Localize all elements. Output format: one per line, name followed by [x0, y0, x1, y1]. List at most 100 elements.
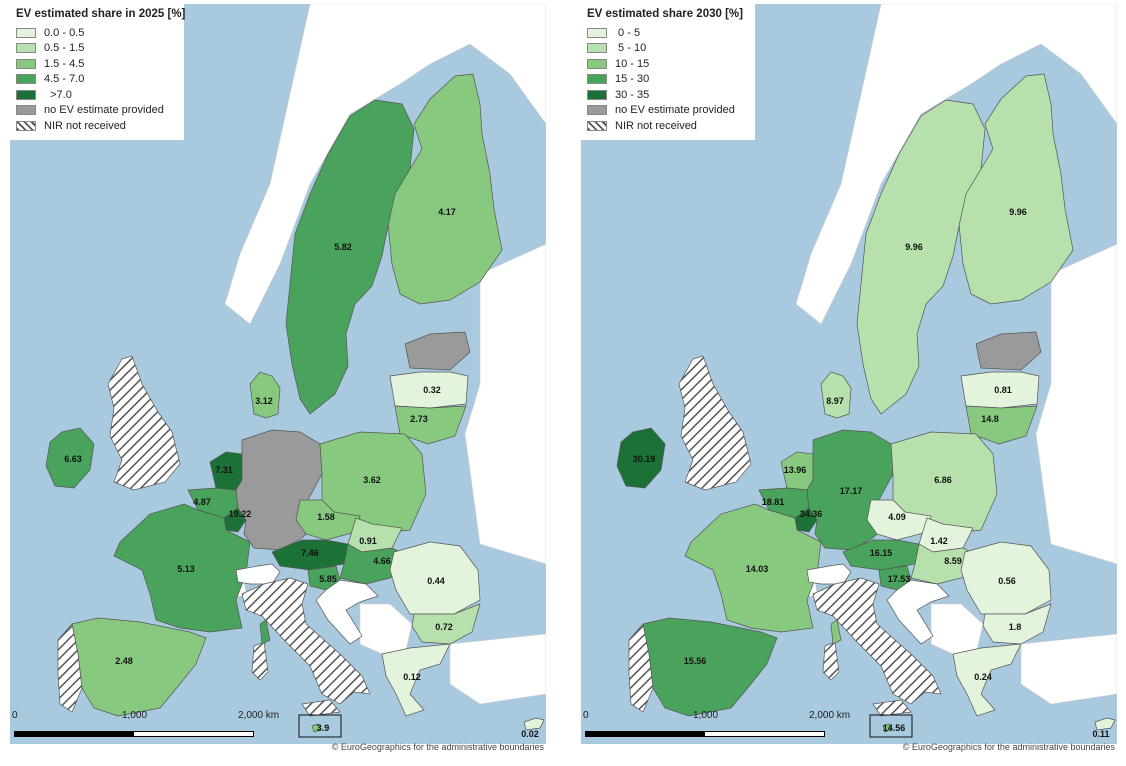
- scale-label-0: 0: [583, 710, 589, 721]
- region-label-greece: 0.24: [974, 672, 992, 682]
- region-sicily: [301, 699, 341, 717]
- region-label-slovenia: 5.85: [319, 574, 337, 584]
- region-ireland: [45, 427, 95, 489]
- region-label-netherlands: 13.96: [784, 465, 807, 475]
- legend-label: >7.0: [44, 88, 72, 101]
- legend-label: 0.5 - 1.5: [44, 42, 85, 55]
- region-italy: [812, 577, 942, 705]
- region-label-france: 14.03: [746, 564, 769, 574]
- region-united-kingdom: [678, 355, 752, 491]
- region-france: [113, 503, 251, 633]
- legend-swatch: [587, 74, 607, 85]
- legend-items: 0.0 - 0.5 0.5 - 1.5 1.5 - 4.5 4.5 - 7.0 >7.…: [16, 25, 178, 134]
- region-sicily: [872, 699, 912, 717]
- scale-bar-graphic: [585, 731, 825, 737]
- region-denmark: [249, 371, 281, 419]
- legend-swatch: [16, 105, 36, 116]
- region-finland: [958, 73, 1074, 305]
- legend-swatch: [587, 27, 607, 38]
- map-legend: EV estimated share 2030 [%] 0 - 5 5 - 10…: [581, 4, 755, 140]
- region-label-poland: 3.62: [363, 475, 381, 485]
- scale-bar: 0 1,000 2,000 km: [10, 710, 310, 740]
- context-land-0: [224, 4, 546, 325]
- region-label-france: 5.13: [177, 564, 195, 574]
- region-united-kingdom: [107, 355, 181, 491]
- scale-label-1000: 1,000: [693, 710, 719, 721]
- legend-label: 30 - 35: [615, 88, 650, 101]
- legend-swatch: [587, 89, 607, 100]
- legend-item: 10 - 15: [587, 56, 749, 72]
- scale-label-0: 0: [12, 710, 18, 721]
- region-france: [684, 503, 822, 633]
- region-sweden: [285, 99, 415, 415]
- region-corsica: [259, 619, 271, 645]
- region-estonia: [404, 331, 471, 371]
- region-label-lithuania: 14.8: [981, 414, 999, 424]
- region-poland: [319, 431, 427, 535]
- legend-swatch: [587, 58, 607, 69]
- region-label-belgium: 18.81: [762, 497, 785, 507]
- map-panel-2025: 4.17 5.82 0.32 2.73 3.12 6.63 7.31 4.87 19.22 3.6…: [10, 4, 546, 752]
- legend-title: EV estimated share 2030 [%]: [587, 8, 743, 20]
- region-label-romania: 0.56: [998, 576, 1016, 586]
- region-label-czechia: 4.09: [888, 512, 906, 522]
- region-greece: [952, 643, 1022, 717]
- region-malta: [311, 723, 321, 733]
- legend-item: 0.5 - 1.5: [16, 41, 178, 57]
- legend-swatch: [16, 74, 36, 85]
- region-label-sweden: 5.82: [334, 242, 352, 252]
- region-switzerland: [235, 563, 281, 585]
- region-corsica: [830, 619, 842, 645]
- legend-swatch: [16, 27, 36, 38]
- region-romania: [389, 541, 481, 615]
- legend-label: 5 - 10: [615, 42, 647, 55]
- legend-label: 0 - 5: [615, 26, 641, 39]
- legend-swatch: [16, 58, 36, 69]
- region-poland: [890, 431, 998, 535]
- region-italy: [241, 577, 371, 705]
- region-label-luxembourg: 19.22: [229, 509, 252, 519]
- region-label-finland: 4.17: [438, 207, 456, 217]
- scale-label-1000: 1,000: [122, 710, 148, 721]
- legend-item: 0 - 5: [587, 25, 749, 41]
- region-sweden: [856, 99, 986, 415]
- region-switzerland: [806, 563, 852, 585]
- region-label-slovenia: 17.53: [888, 574, 911, 584]
- legend-swatch: [587, 43, 607, 54]
- legend-title: EV estimated share in 2025 [%]: [16, 8, 186, 20]
- region-croatia: [315, 579, 379, 645]
- region-greece: [381, 643, 451, 717]
- legend-item: 5 - 10: [587, 41, 749, 57]
- region-portugal: [628, 623, 654, 713]
- region-cyprus: [523, 717, 545, 731]
- region-label-latvia: 0.32: [423, 385, 441, 395]
- legend-swatch-hatched: [16, 120, 36, 131]
- region-label-finland: 9.96: [1009, 207, 1027, 217]
- region-label-bulgaria: 0.72: [435, 622, 453, 632]
- malta-inset-box: [298, 714, 342, 738]
- region-ireland: [616, 427, 666, 489]
- region-label-denmark: 3.12: [255, 396, 273, 406]
- legend-label: no EV estimate provided: [615, 104, 735, 117]
- region-label-romania: 0.44: [427, 576, 445, 586]
- region-denmark: [820, 371, 852, 419]
- legend-item: NIR not received: [587, 118, 749, 134]
- region-finland: [387, 73, 503, 305]
- legend-item: NIR not received: [16, 118, 178, 134]
- region-croatia: [886, 579, 950, 645]
- legend-item: 4.5 - 7.0: [16, 72, 178, 88]
- region-romania: [960, 541, 1052, 615]
- legend-swatch: [16, 43, 36, 54]
- region-label-bulgaria: 1.8: [1009, 622, 1022, 632]
- legend-swatch: [16, 89, 36, 100]
- region-label-cyprus: 0.11: [1092, 729, 1109, 739]
- scale-label-2000: 2,000 km: [238, 710, 280, 721]
- region-cyprus: [1094, 717, 1116, 731]
- region-bulgaria: [982, 603, 1052, 645]
- region-label-slovakia: 1.42: [930, 536, 948, 546]
- region-label-malta: 3.9: [317, 723, 330, 733]
- region-bulgaria: [411, 603, 481, 645]
- legend-swatch-hatched: [587, 120, 607, 131]
- region-malta: [882, 723, 892, 733]
- legend-label: 10 - 15: [615, 57, 650, 70]
